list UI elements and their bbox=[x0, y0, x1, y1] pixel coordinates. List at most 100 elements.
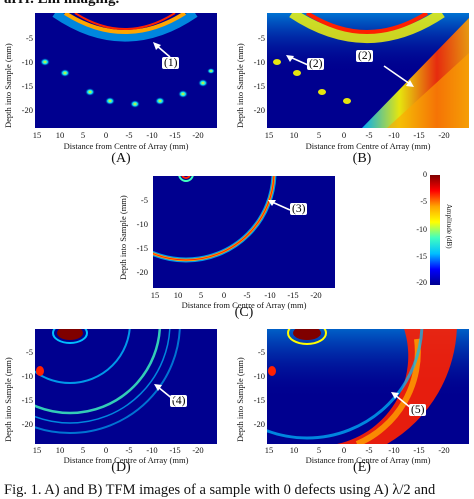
tfm-image-e bbox=[267, 329, 469, 444]
x-tick: -5 bbox=[125, 130, 133, 140]
header-fragment: arrr. Lm imaging. bbox=[4, 0, 119, 8]
x-tick: 15 bbox=[264, 445, 274, 455]
x-tick: 15 bbox=[32, 445, 42, 455]
x-tick: -10 bbox=[264, 290, 276, 300]
annotation-4: (4) bbox=[170, 395, 188, 407]
x-tick: -15 bbox=[169, 445, 181, 455]
x-axis-label: Distance from Centre of Array (mm) bbox=[181, 300, 307, 310]
y-tick: -10 bbox=[253, 57, 265, 67]
x-axis-label: Distance from Centre of Array (mm) bbox=[63, 141, 189, 151]
x-tick: 5 bbox=[316, 445, 322, 455]
x-tick: -15 bbox=[413, 445, 425, 455]
x-tick: -20 bbox=[310, 290, 322, 300]
y-tick: -20 bbox=[136, 267, 148, 277]
annotation-2b: (2) bbox=[356, 50, 374, 62]
arrow-icon bbox=[286, 55, 309, 66]
colorbar-title: Amplitude (dB) bbox=[445, 204, 453, 249]
x-axis-label: Distance from Centre of Array (mm) bbox=[305, 455, 431, 465]
panel-label-b: (B) bbox=[352, 151, 372, 166]
y-tick: -15 bbox=[21, 395, 33, 405]
x-tick: 10 bbox=[289, 130, 299, 140]
arrow-icon bbox=[153, 42, 171, 58]
x-axis-label: Distance from Centre of Array (mm) bbox=[305, 141, 431, 151]
panel-c: Depth into Sample (mm) -5 -10 -15 -20 (3… bbox=[118, 172, 356, 324]
y-tick: -5 bbox=[25, 33, 33, 43]
y-tick: -15 bbox=[253, 81, 265, 91]
tfm-image-d bbox=[35, 329, 217, 444]
x-tick: 0 bbox=[341, 445, 347, 455]
colorbar-tick: -20 bbox=[416, 278, 427, 287]
x-tick: 10 bbox=[289, 445, 299, 455]
tfm-image-c bbox=[153, 176, 335, 288]
colorbar: 0 -5 -10 -15 -20 Amplitude (dB) bbox=[405, 170, 474, 292]
x-tick: -15 bbox=[287, 290, 299, 300]
x-tick: 5 bbox=[80, 445, 86, 455]
x-tick: 10 bbox=[55, 130, 65, 140]
panel-label-c: (C) bbox=[234, 305, 254, 320]
y-tick: -15 bbox=[21, 81, 33, 91]
panel-label-e: (E) bbox=[353, 460, 371, 475]
y-tick: -20 bbox=[21, 419, 33, 429]
x-tick: -10 bbox=[146, 445, 158, 455]
x-tick: 10 bbox=[55, 445, 65, 455]
x-tick: -5 bbox=[243, 290, 251, 300]
y-tick: -10 bbox=[21, 57, 33, 67]
tfm-image-a bbox=[35, 13, 217, 128]
colorbar-tick: 0 bbox=[423, 170, 427, 179]
annotation-2a: (2) bbox=[307, 58, 325, 70]
y-axis-label: Depth into Sample (mm) bbox=[118, 195, 128, 280]
x-tick: -5 bbox=[365, 130, 373, 140]
y-axis-label: Depth into Sample (mm) bbox=[3, 43, 13, 128]
x-tick: 5 bbox=[198, 290, 204, 300]
x-tick: 0 bbox=[221, 290, 227, 300]
colorbar-tick: -5 bbox=[420, 197, 427, 206]
x-tick: 10 bbox=[173, 290, 183, 300]
colorbar-tick: -10 bbox=[416, 225, 427, 234]
y-tick: -5 bbox=[257, 347, 265, 357]
y-tick: -5 bbox=[25, 347, 33, 357]
panel-e: Depth into Sample (mm) -5 -10 -15 -20 (5… bbox=[235, 324, 474, 480]
y-axis-label: Depth into Sample (mm) bbox=[235, 43, 245, 128]
x-tick: 0 bbox=[341, 130, 347, 140]
annotation-1: (1) bbox=[162, 57, 180, 69]
arrow-icon bbox=[154, 384, 175, 401]
x-tick: -10 bbox=[146, 130, 158, 140]
panel-label-d: (D) bbox=[111, 460, 131, 475]
panel-label-a: (A) bbox=[111, 151, 131, 166]
annotation-3: (3) bbox=[290, 203, 308, 215]
y-tick: -15 bbox=[253, 395, 265, 405]
x-tick: -20 bbox=[438, 130, 450, 140]
x-tick: -5 bbox=[365, 445, 373, 455]
arrow-icon bbox=[391, 392, 412, 409]
arrow-icon bbox=[383, 65, 414, 87]
y-axis-label: Depth into Sample (mm) bbox=[235, 357, 245, 442]
x-tick: -10 bbox=[388, 130, 400, 140]
colorbar-gradient bbox=[430, 175, 440, 285]
x-axis-label: Distance from Centre of Array (mm) bbox=[63, 455, 189, 465]
y-axis-label: Depth into Sample (mm) bbox=[3, 357, 13, 442]
x-tick: 15 bbox=[150, 290, 160, 300]
y-tick: -5 bbox=[257, 33, 265, 43]
x-tick: -20 bbox=[438, 445, 450, 455]
x-tick: -15 bbox=[413, 130, 425, 140]
y-tick: -10 bbox=[136, 219, 148, 229]
x-tick: 0 bbox=[103, 130, 109, 140]
tfm-image-b bbox=[267, 13, 469, 128]
x-tick: 15 bbox=[264, 130, 274, 140]
panel-b: Depth into Sample (mm) -5 -10 -15 -20 bbox=[235, 0, 474, 172]
colorbar-tick: -15 bbox=[416, 252, 427, 261]
panel-d: Depth into Sample (mm) -5 -10 -15 -20 (4… bbox=[0, 324, 237, 480]
arrow-icon bbox=[268, 200, 291, 211]
x-tick: 5 bbox=[316, 130, 322, 140]
figure-caption: Fig. 1. A) and B) TFM images of a sample… bbox=[4, 482, 436, 498]
x-tick: 15 bbox=[32, 130, 42, 140]
x-tick: -20 bbox=[192, 445, 204, 455]
y-tick: -10 bbox=[253, 371, 265, 381]
annotation-5: (5) bbox=[409, 404, 427, 416]
x-tick: 0 bbox=[103, 445, 109, 455]
x-tick: -10 bbox=[388, 445, 400, 455]
y-tick: -20 bbox=[21, 105, 33, 115]
y-tick: -20 bbox=[253, 419, 265, 429]
y-tick: -15 bbox=[136, 243, 148, 253]
panel-a: Depth into Sample (mm) -5 -10 -15 -20 (1… bbox=[0, 0, 237, 172]
